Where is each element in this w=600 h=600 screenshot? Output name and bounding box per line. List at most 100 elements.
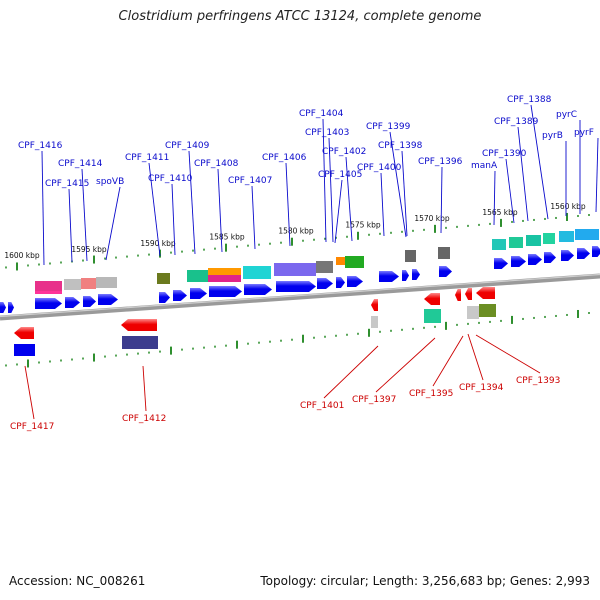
forward-label-leader (505, 158, 515, 224)
forward-label-leader (401, 150, 408, 237)
forward-label-leader (217, 168, 223, 253)
forward-label-leader (334, 179, 343, 244)
forward-label-leader (188, 150, 196, 255)
forward-gene-label: CPF_1399 (366, 122, 411, 132)
reverse-label-leader (467, 333, 484, 381)
reverse-gene-label: CPF_1397 (352, 395, 396, 405)
forward-label-leader (440, 166, 443, 234)
gene-feature-box (336, 257, 345, 265)
gene-feature-box (509, 237, 523, 248)
footer-accession: Accession: NC_008261 (9, 574, 146, 588)
reverse-gene-label: CPF_1395 (409, 389, 453, 399)
forward-label-leader (81, 168, 88, 262)
forward-gene-label: CPF_1396 (418, 157, 463, 167)
map-title: Clostridium perfringens ATCC 13124, comp… (118, 9, 482, 24)
forward-gene-label: CPF_1409 (165, 141, 210, 151)
forward-gene-arrow (0, 302, 6, 313)
forward-gene-label: CPF_1405 (318, 170, 362, 180)
forward-gene-label: CPF_1398 (378, 141, 423, 151)
genome-backbone-highlight (0, 273, 600, 318)
footer-summary: Topology: circular; Length: 3,256,683 bp… (260, 574, 590, 588)
kbp-label: 1595 kbp (71, 245, 107, 254)
forward-label-leader (41, 150, 45, 266)
forward-label-leader (328, 137, 334, 243)
forward-gene-label: manA (471, 161, 498, 171)
forward-gene-arrow (439, 266, 452, 277)
forward-gene-label: CPF_1406 (262, 153, 307, 163)
forward-gene-arrow (347, 276, 363, 287)
reverse-gene-label: CPF_1393 (516, 376, 560, 386)
forward-gene-arrow (98, 294, 118, 305)
forward-label-leader (148, 162, 161, 257)
forward-gene-arrow (317, 278, 333, 289)
forward-label-leader (530, 104, 549, 220)
reverse-gene-arrow (121, 319, 157, 331)
forward-gene-arrow (561, 250, 574, 261)
forward-label-leader (105, 186, 121, 261)
reverse-label-leader (475, 334, 541, 374)
forward-gene-arrow (511, 256, 526, 267)
gene-feature-box (345, 256, 364, 268)
forward-gene-label: CPF_1388 (507, 95, 552, 105)
reverse-gene-block (14, 344, 35, 356)
kbp-label: 1600 kbp (4, 251, 40, 260)
forward-label-leader (285, 162, 291, 247)
gene-feature-box (559, 231, 574, 242)
forward-gene-label: CPF_1403 (305, 128, 349, 138)
forward-label-leader (517, 126, 529, 222)
genome-backbone (0, 273, 600, 321)
forward-gene-arrow (577, 248, 590, 259)
kbp-label: 1580 kbp (278, 226, 314, 235)
forward-gene-arrow (494, 258, 508, 269)
forward-gene-label: CPF_1414 (58, 159, 103, 169)
reverse-gene-label: CPF_1401 (300, 401, 344, 411)
reverse-gene-arrow (424, 293, 440, 305)
gene-feature-box (371, 316, 378, 328)
forward-gene-arrow (276, 281, 316, 292)
forward-gene-label: CPF_1411 (125, 153, 169, 163)
gene-feature-box (274, 263, 316, 276)
forward-gene-arrow (244, 284, 272, 295)
gene-feature-box (438, 247, 450, 259)
forward-gene-arrow (35, 298, 62, 309)
reverse-gene-arrow (465, 288, 472, 300)
reverse-gene-arrow (14, 327, 34, 339)
forward-gene-arrow (336, 277, 345, 288)
gene-feature-box (405, 250, 416, 262)
forward-gene-label: CPF_1400 (357, 163, 402, 173)
gene-feature-box (96, 277, 117, 288)
gene-feature-box (543, 233, 555, 244)
forward-gene-arrow (173, 290, 187, 301)
forward-gene-label: CPF_1389 (494, 117, 539, 127)
gene-feature-box (35, 281, 62, 291)
gene-feature-box (64, 279, 81, 290)
forward-gene-arrow (8, 302, 14, 313)
gene-feature-box (157, 273, 170, 284)
gene-feature-box (187, 270, 208, 282)
reverse-label-leader (24, 365, 35, 420)
gene-feature-box (492, 239, 506, 250)
forward-label-leader (322, 118, 327, 243)
gene-feature-box (35, 291, 62, 294)
kbp-label: 1560 kbp (550, 202, 586, 211)
gene-feature-box (424, 309, 441, 323)
forward-gene-label: pyrC (556, 110, 577, 120)
forward-gene-label: CPF_1415 (45, 179, 89, 189)
forward-gene-label: CPF_1404 (299, 109, 344, 119)
forward-gene-label: CPF_1407 (228, 176, 272, 186)
forward-label-leader (380, 172, 385, 237)
forward-gene-label: CPF_1408 (194, 159, 239, 169)
forward-label-leader (68, 188, 73, 263)
forward-gene-arrow (83, 296, 96, 307)
forward-gene-arrow (528, 254, 542, 265)
kbp-label: 1570 kbp (414, 214, 450, 223)
reverse-label-leader (323, 345, 379, 399)
forward-gene-label: CPF_1390 (482, 149, 527, 159)
forward-gene-arrow (544, 252, 556, 263)
forward-label-leader (389, 131, 407, 238)
reverse-label-leader (375, 337, 436, 393)
forward-gene-arrow (190, 288, 207, 299)
forward-label-leader (493, 170, 496, 226)
gene-feature-box (526, 235, 541, 246)
